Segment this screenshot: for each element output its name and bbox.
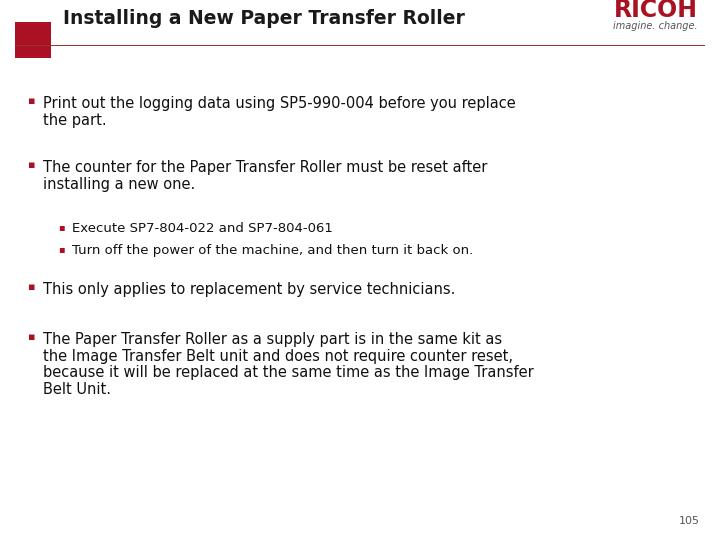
Text: ▪: ▪ — [28, 332, 35, 342]
Text: the Image Transfer Belt unit and does not require counter reset,: the Image Transfer Belt unit and does no… — [43, 348, 513, 363]
Text: Installing a New Paper Transfer Roller: Installing a New Paper Transfer Roller — [63, 10, 465, 29]
Text: ▪: ▪ — [28, 282, 35, 292]
Text: RICOH: RICOH — [614, 0, 698, 22]
Text: ▪: ▪ — [28, 160, 35, 170]
Text: The Paper Transfer Roller as a supply part is in the same kit as: The Paper Transfer Roller as a supply pa… — [43, 332, 502, 347]
Text: ▪: ▪ — [28, 96, 35, 106]
Text: imagine. change.: imagine. change. — [613, 21, 698, 31]
Text: because it will be replaced at the same time as the Image Transfer: because it will be replaced at the same … — [43, 365, 534, 380]
Text: This only applies to replacement by service technicians.: This only applies to replacement by serv… — [43, 282, 455, 297]
Text: Execute SP7-804-022 and SP7-804-061: Execute SP7-804-022 and SP7-804-061 — [72, 222, 333, 235]
Text: Turn off the power of the machine, and then turn it back on.: Turn off the power of the machine, and t… — [72, 244, 473, 257]
Text: Print out the logging data using SP5-990-004 before you replace: Print out the logging data using SP5-990… — [43, 96, 516, 111]
Text: the part.: the part. — [43, 112, 107, 127]
Text: Belt Unit.: Belt Unit. — [43, 381, 111, 396]
Text: ▪: ▪ — [58, 222, 65, 232]
Text: 105: 105 — [679, 516, 700, 526]
Text: installing a new one.: installing a new one. — [43, 177, 195, 192]
Text: ▪: ▪ — [58, 244, 65, 254]
Text: The counter for the Paper Transfer Roller must be reset after: The counter for the Paper Transfer Rolle… — [43, 160, 487, 175]
